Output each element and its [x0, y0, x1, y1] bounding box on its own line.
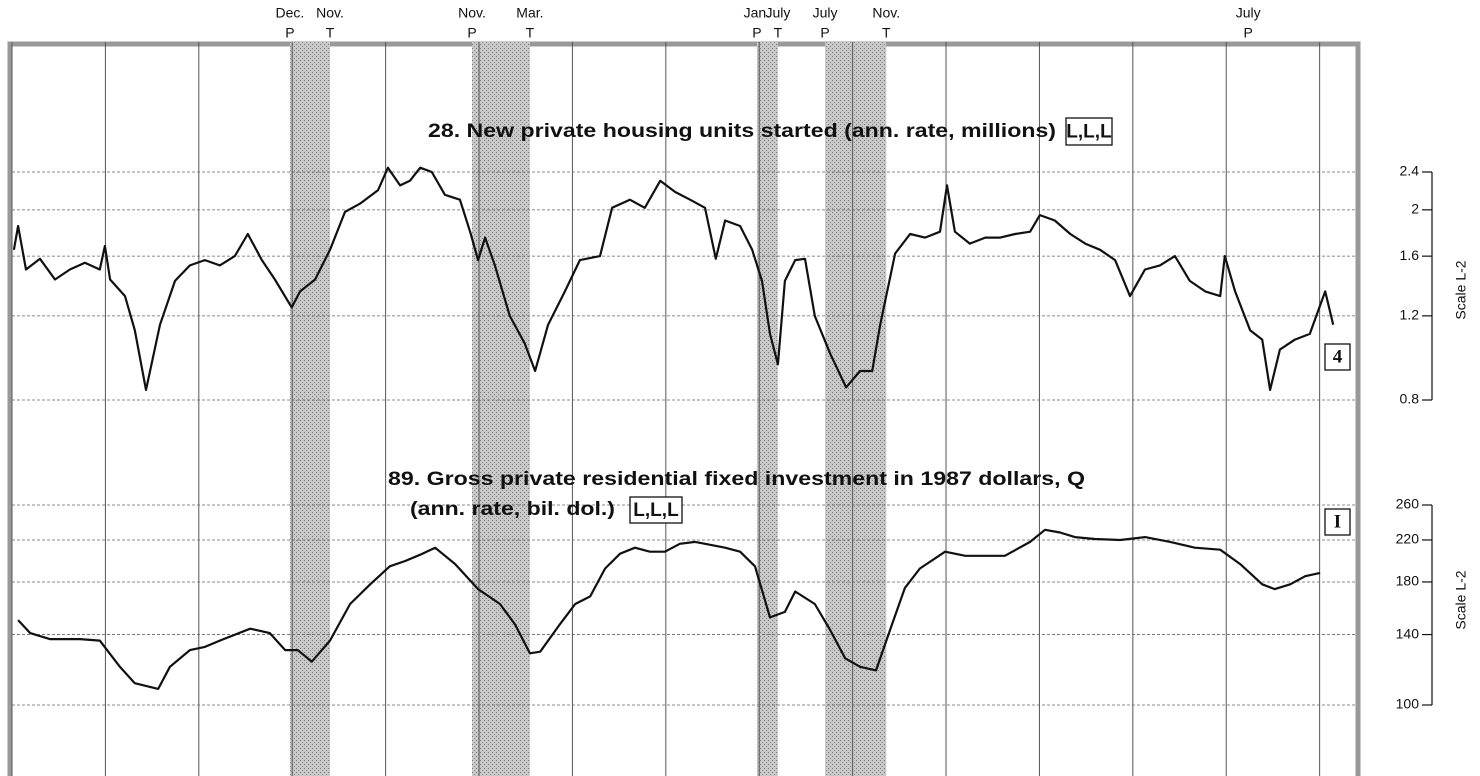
series-label-box — [1324, 343, 1351, 371]
turning-point-type: T — [526, 25, 535, 41]
turning-point-month: July — [813, 5, 838, 21]
turning-point-month: Nov. — [872, 5, 900, 21]
y-axis-label: Scale L-2 — [1453, 570, 1469, 629]
turning-point-month: July — [1236, 5, 1261, 21]
panel-title: 28. New private housing units started (a… — [428, 121, 1056, 142]
title-box — [1065, 117, 1113, 146]
turning-point-month: Nov. — [458, 5, 486, 21]
y-tick-label: 180 — [1396, 573, 1420, 589]
frame — [7, 41, 1361, 776]
recession-band — [825, 42, 887, 776]
recession-band — [472, 42, 530, 776]
turning-point-type: P — [285, 25, 294, 41]
recession-band — [289, 42, 331, 776]
panel-title: 89. Gross private residential fixed inve… — [388, 469, 1085, 490]
turning-point-month: Dec. — [275, 5, 304, 21]
y-tick-label: 100 — [1396, 696, 1420, 712]
panel-title: (ann. rate, bil. dol.) — [410, 499, 615, 520]
turning-point-type: P — [820, 25, 829, 41]
turning-point-type: T — [774, 25, 783, 41]
title-box — [629, 496, 683, 524]
panel: 0.8 1.2 1.6 2 2.4 Scale L-2 28. New private ho… — [12, 117, 1469, 407]
series-line — [12, 166, 1335, 391]
y-tick-label: 2 — [1411, 201, 1419, 217]
turning-point-month: July — [765, 5, 790, 21]
turning-point-month: Jan. — [744, 5, 770, 21]
panel: 100 140 180 220 260 Scale L-2 89. Gross privat… — [12, 469, 1469, 712]
series-label: I — [1334, 511, 1341, 532]
turning-point-type: T — [326, 25, 335, 41]
series-label-box — [1324, 508, 1351, 536]
y-tick-label: 260 — [1396, 496, 1420, 512]
y-tick-label: 140 — [1396, 625, 1420, 641]
turning-point-type: P — [752, 25, 761, 41]
turning-point-type: P — [467, 25, 476, 41]
y-tick-label: 0.8 — [1400, 391, 1420, 407]
series-line — [17, 528, 1321, 690]
title-box-text: L,L,L — [1066, 122, 1112, 143]
turning-point-type: T — [882, 25, 891, 41]
title-box-text: L,L,L — [633, 500, 679, 521]
recession-band — [756, 42, 778, 776]
y-tick-label: 2.4 — [1400, 163, 1420, 179]
y-axis-label: Scale L-2 — [1453, 260, 1469, 319]
turning-point-type: P — [1244, 25, 1253, 41]
y-tick-label: 1.6 — [1400, 247, 1420, 263]
y-tick-label: 1.2 — [1400, 307, 1420, 323]
turning-point-month: Mar. — [516, 5, 543, 21]
recession-shading — [289, 42, 887, 776]
series-label: 4 — [1333, 346, 1343, 367]
y-tick-label: 220 — [1396, 531, 1420, 547]
turning-point-month: Nov. — [316, 5, 344, 21]
